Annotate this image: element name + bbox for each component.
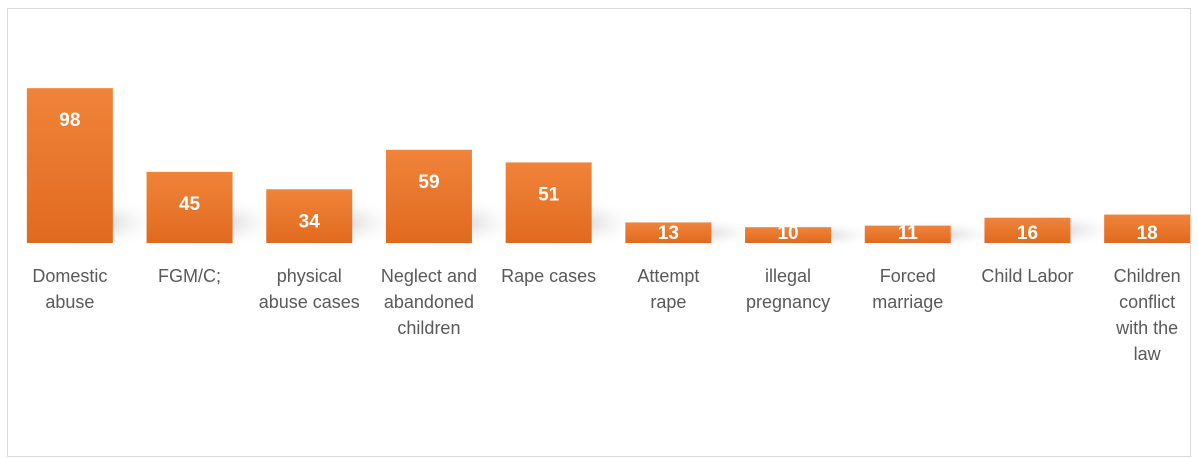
bar: [984, 217, 1071, 243]
data-label: 18: [1137, 223, 1158, 244]
category-tick-label: Domestic abuse: [32, 266, 107, 312]
category-tick-label: Forced marriage: [872, 266, 943, 312]
data-label: 45: [179, 194, 201, 215]
bar: [26, 88, 113, 243]
data-label: 10: [777, 223, 798, 244]
bar: [505, 162, 592, 243]
bar: [745, 227, 832, 243]
data-label: 11: [898, 223, 919, 244]
value-labels-group: 98 45 34 59 51 13 10 11 16 18: [59, 110, 1157, 244]
category-tick-label: physical abuse cases: [259, 266, 360, 312]
category-tick-label: FGM/C;: [158, 266, 221, 286]
bar: [1104, 214, 1191, 243]
category-tick-label: Neglect and abandoned children: [381, 266, 477, 338]
bar: [385, 149, 472, 243]
category-tick-label: Child Labor: [981, 266, 1073, 286]
data-label: 59: [418, 172, 439, 193]
data-label: 34: [299, 211, 321, 232]
category-tick-label: illegal pregnancy: [746, 266, 830, 312]
category-labels-group: Domestic abuse FGM/C; physical abuse cases Ne…: [32, 266, 1180, 364]
bar: [625, 222, 712, 243]
bar: [864, 225, 951, 243]
data-label: 16: [1017, 223, 1038, 244]
category-tick-label: Rape cases: [501, 266, 596, 286]
data-label: 51: [538, 184, 560, 205]
chart-area: 98 45 34 59 51 13 10 11 16 18 Domestic abuse FGM/C;…: [7, 8, 1192, 457]
bar: [146, 171, 233, 243]
category-tick-label: Attempt rape: [637, 266, 699, 312]
data-label: 13: [658, 223, 679, 244]
bar-chart: 98 45 34 59 51 13 10 11 16 18 Domestic abuse FGM/C;…: [26, 88, 1192, 364]
bar: [266, 189, 353, 243]
data-label: 98: [59, 110, 80, 131]
bars-group: [26, 88, 1191, 243]
category-tick-label: Children conflict with the law: [1114, 266, 1181, 364]
